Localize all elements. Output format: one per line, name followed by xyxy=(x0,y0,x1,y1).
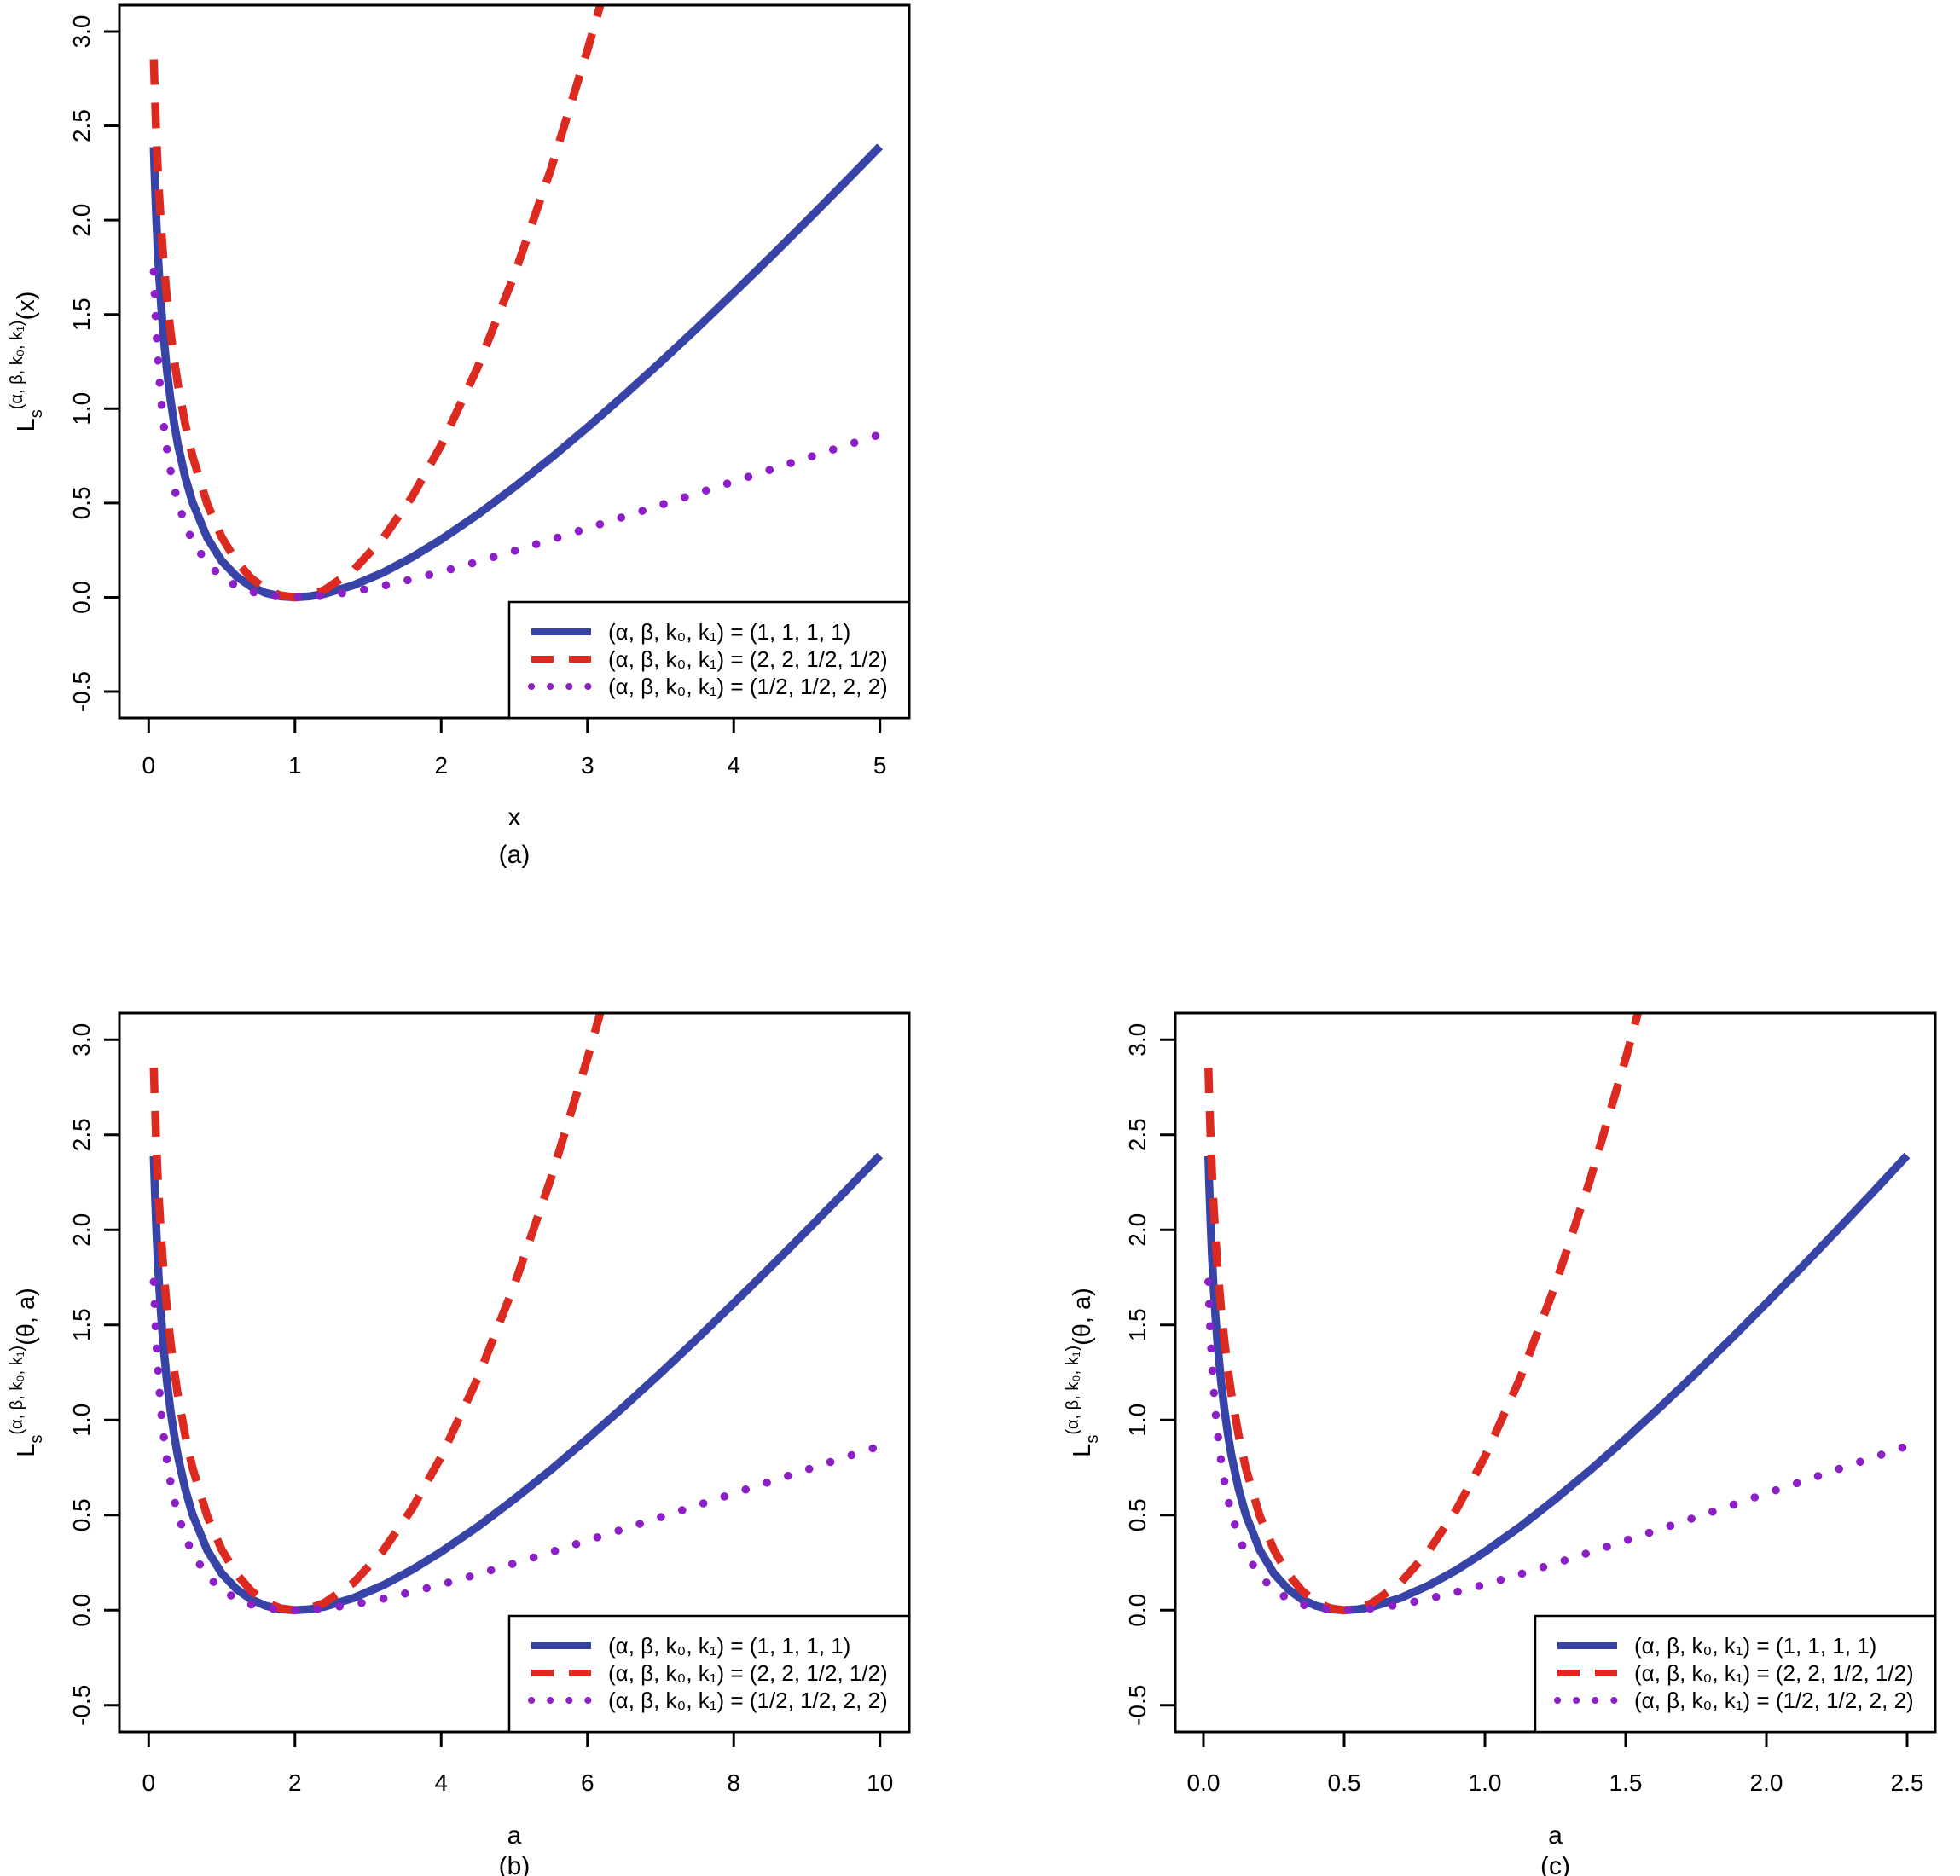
y-tick-label: 2.5 xyxy=(68,109,95,142)
curve-dotted-purple xyxy=(149,267,884,602)
curve-dotted-purple xyxy=(149,1277,884,1615)
y-axis-title: Ls(α, β, k₀, k₁)(θ, a) xyxy=(8,1288,46,1457)
legend-label: (α, β, k₀, k₁) = (1, 1, 1, 1) xyxy=(608,1633,850,1659)
x-tick-label: 3 xyxy=(581,752,594,779)
x-axis: 0 1 2 3 4 5 xyxy=(142,718,887,779)
x-tick-label: 0.0 xyxy=(1187,1769,1221,1796)
legend-label: (α, β, k₀, k₁) = (1/2, 1/2, 2, 2) xyxy=(1634,1688,1914,1713)
legend-label: (α, β, k₀, k₁) = (1, 1, 1, 1) xyxy=(608,619,850,645)
y-tick-label: -0.5 xyxy=(68,671,95,712)
x-axis-title: x xyxy=(508,803,521,831)
x-tick-label: 4 xyxy=(434,1769,448,1796)
y-tick-label: 2.5 xyxy=(1124,1118,1151,1151)
x-tick-label: 10 xyxy=(867,1769,893,1796)
curve-dashed-red xyxy=(149,5,605,602)
legend: (α, β, k₀, k₁) = (1, 1, 1, 1)(α, β, k₀, … xyxy=(507,1614,911,1734)
plot-a: 0 1 2 3 4 5 -0.5 0.0 0.5 1.0 1.5 2.0 2.5 3.0 x (a) Ls(α,… xyxy=(8,3,911,869)
plot-b: 0 2 4 6 8 10 -0.5 0.0 0.5 1.0 1.5 2.0 2.5 3.0 a(b) Ls(α… xyxy=(8,1011,911,1876)
x-tick-label: 2 xyxy=(288,1769,302,1796)
y-tick-label: 0.0 xyxy=(68,581,95,614)
x-tick-label: 2 xyxy=(434,752,448,779)
legend-label: (α, β, k₀, k₁) = (2, 2, 1/2, 1/2) xyxy=(608,1660,888,1686)
legend-label: (α, β, k₀, k₁) = (1, 1, 1, 1) xyxy=(1634,1633,1876,1659)
y-tick-label: 0.0 xyxy=(68,1594,95,1627)
y-tick-label: 2.0 xyxy=(68,1213,95,1247)
curve-solid-blue xyxy=(1204,1152,1911,1615)
y-tick-label: 3.0 xyxy=(68,14,95,48)
x-axis-title: a xyxy=(1548,1821,1563,1850)
y-tick-label: 1.0 xyxy=(68,392,95,426)
y-tick-label: 0.5 xyxy=(1124,1498,1151,1531)
y-tick-label: 2.0 xyxy=(68,204,95,237)
y-axis: -0.5 0.0 0.5 1.0 1.5 2.0 2.5 3.0 xyxy=(68,1023,119,1726)
legend-label: (α, β, k₀, k₁) = (2, 2, 1/2, 1/2) xyxy=(608,646,888,672)
y-tick-label: 3.0 xyxy=(68,1023,95,1057)
y-axis: -0.5 0.0 0.5 1.0 1.5 2.0 2.5 3.0 xyxy=(1124,1023,1175,1726)
x-tick-label: 8 xyxy=(727,1769,740,1796)
caption: (b) xyxy=(499,1852,531,1876)
y-axis-title: Ls(α, β, k₀, k₁)(θ, a) xyxy=(1064,1288,1102,1457)
y-tick-label: 0.5 xyxy=(68,486,95,519)
legend-label: (α, β, k₀, k₁) = (1/2, 1/2, 2, 2) xyxy=(608,674,888,699)
y-tick-label: 3.0 xyxy=(1124,1023,1151,1057)
y-tick-label: 1.0 xyxy=(1124,1404,1151,1437)
legend-label: (α, β, k₀, k₁) = (2, 2, 1/2, 1/2) xyxy=(1634,1660,1914,1686)
y-tick-label: 0.5 xyxy=(68,1498,95,1531)
curve-dashed-red xyxy=(149,1013,605,1615)
x-tick-label: 2.0 xyxy=(1750,1769,1783,1796)
y-tick-label: 0.0 xyxy=(1124,1594,1151,1627)
x-tick-label: 1.0 xyxy=(1469,1769,1502,1796)
curve-dashed-red xyxy=(1204,1013,1643,1615)
x-axis-title: a xyxy=(507,1821,522,1850)
legend: (α, β, k₀, k₁) = (1, 1, 1, 1)(α, β, k₀, … xyxy=(1534,1614,1937,1734)
x-tick-label: 2.5 xyxy=(1891,1769,1924,1796)
x-tick-label: 0 xyxy=(142,1769,156,1796)
legend-label: (α, β, k₀, k₁) = (1/2, 1/2, 2, 2) xyxy=(608,1688,888,1713)
y-axis: -0.5 0.0 0.5 1.0 1.5 2.0 2.5 3.0 xyxy=(68,14,119,712)
caption: (a) xyxy=(499,841,531,869)
plot-c: 0.0 0.5 1.0 1.5 2.0 2.5 -0.5 0.0 0.5 1.0 1.5 2.0 2.5… xyxy=(1064,1011,1937,1876)
x-tick-label: 6 xyxy=(581,1769,594,1796)
y-tick-label: 1.0 xyxy=(68,1404,95,1437)
x-tick-label: 1 xyxy=(288,752,302,779)
curve-solid-blue xyxy=(149,143,884,602)
y-tick-label: 1.5 xyxy=(1124,1308,1151,1341)
x-tick-label: 0 xyxy=(142,752,156,779)
y-tick-label: 2.0 xyxy=(1124,1213,1151,1247)
y-tick-label: 1.5 xyxy=(68,298,95,331)
x-tick-label: 5 xyxy=(873,752,887,779)
y-tick-label: 1.5 xyxy=(68,1308,95,1341)
curve-dotted-purple xyxy=(1204,1277,1911,1615)
y-axis-title: Ls(α, β, k₀, k₁)(x) xyxy=(8,292,46,432)
x-axis: 0 2 4 6 8 10 xyxy=(142,1732,893,1796)
x-tick-label: 0.5 xyxy=(1328,1769,1361,1796)
x-axis: 0.0 0.5 1.0 1.5 2.0 2.5 xyxy=(1187,1732,1924,1796)
legend: (α, β, k₀, k₁) = (1, 1, 1, 1)(α, β, k₀, … xyxy=(507,600,911,720)
y-tick-label: -0.5 xyxy=(1124,1685,1151,1726)
x-tick-label: 1.5 xyxy=(1609,1769,1643,1796)
y-tick-label: 2.5 xyxy=(68,1118,95,1151)
curve-solid-blue xyxy=(149,1152,884,1615)
x-tick-label: 4 xyxy=(727,752,740,779)
caption: (c) xyxy=(1540,1852,1570,1876)
y-tick-label: -0.5 xyxy=(68,1685,95,1726)
